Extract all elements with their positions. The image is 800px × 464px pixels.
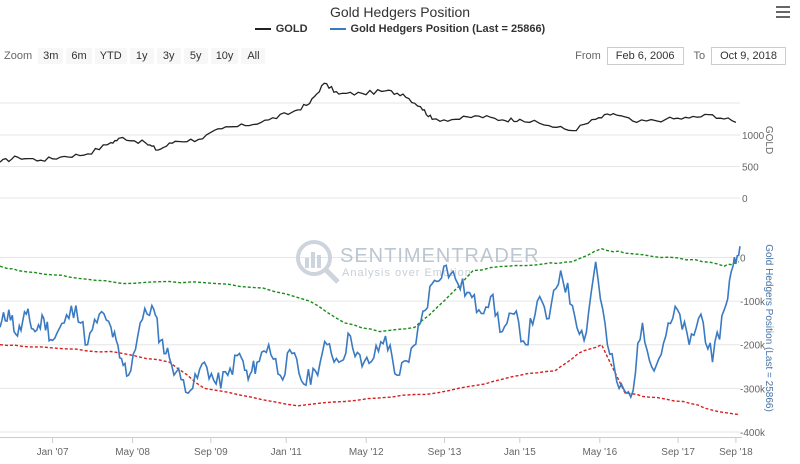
series — [0, 82, 741, 416]
magnifier-logo-icon — [296, 240, 340, 284]
x-tick-label: May '12 — [349, 447, 384, 458]
zoom-button-6m[interactable]: 6m — [66, 48, 92, 64]
to-label: To — [693, 50, 706, 62]
hedgers-y-tick-label: -100k — [740, 297, 766, 308]
gold-axis-title: GOLD — [763, 126, 774, 154]
zoom-button-ytd[interactable]: YTD — [94, 48, 127, 64]
x-tick-label: Sep '09 — [194, 447, 228, 458]
chart-title: Gold Hedgers Position — [329, 4, 471, 20]
legend-swatch-gold — [254, 28, 271, 30]
x-tick-label: Jan '11 — [271, 447, 303, 458]
zoom-button-3m[interactable]: 3m — [38, 48, 64, 64]
gold-price-line — [0, 82, 737, 163]
x-tick-label: Sep '18 — [719, 447, 753, 458]
zoom-bar: Zoom 3m 6m YTD 1y 3y 5y 10y All — [4, 48, 268, 64]
hedgers-y-tick-label: 0 — [740, 253, 746, 264]
hedgers-axis-title: Gold Hedgers Position (Last = 25866) — [763, 244, 774, 412]
watermark-tagline: Analysis over Emotion — [342, 267, 472, 279]
legend-label-gold: GOLD — [275, 23, 308, 35]
legend-item-hedgers[interactable]: Gold Hedgers Position (Last = 25866) — [329, 23, 546, 35]
zoom-button-all[interactable]: All — [241, 48, 266, 64]
legend-label-hedgers: Gold Hedgers Position (Last = 25866) — [350, 23, 546, 35]
zoom-button-3y[interactable]: 3y — [156, 48, 181, 64]
hedgers-position-line — [0, 246, 741, 400]
grid-lines — [0, 102, 740, 433]
axes: 0 500 1000 0 -100k -200k -300k -400k Jan '07 May … — [0, 131, 766, 458]
from-date-input[interactable]: Feb 6, 2006 — [606, 47, 684, 65]
from-label: From — [575, 50, 601, 62]
lower-band-line — [0, 343, 739, 416]
zoom-label: Zoom — [4, 50, 33, 62]
hedgers-y-tick-label: -200k — [740, 341, 766, 352]
x-tick-label: Jan '07 — [37, 447, 69, 458]
gold-y-tick-label: 1000 — [742, 131, 765, 142]
hamburger-menu-icon[interactable] — [776, 6, 790, 18]
x-tick-label: May '08 — [115, 447, 150, 458]
legend-swatch-hedgers — [329, 28, 346, 30]
gold-y-tick-label: 0 — [742, 194, 748, 205]
to-date-input[interactable]: Oct 9, 2018 — [711, 47, 786, 65]
zoom-button-10y[interactable]: 10y — [210, 48, 239, 64]
legend: GOLD Gold Hedgers Position (Last = 25866… — [0, 23, 800, 35]
x-tick-label: Sep '17 — [661, 447, 695, 458]
upper-band-line — [0, 247, 740, 333]
legend-item-gold[interactable]: GOLD — [254, 23, 308, 35]
date-range: From Feb 6, 2006 To Oct 9, 2018 — [565, 47, 786, 65]
gold-y-tick-label: 500 — [742, 163, 759, 174]
watermark-name: SENTIMENTRADER — [340, 245, 540, 267]
watermark: SENTIMENTRADER Analysis over Emotion — [296, 240, 540, 284]
zoom-button-5y[interactable]: 5y — [183, 48, 208, 64]
zoom-button-1y[interactable]: 1y — [129, 48, 154, 64]
x-tick-label: Sep '13 — [428, 447, 462, 458]
x-tick-label: May '16 — [582, 447, 617, 458]
hedgers-y-tick-label: -400k — [740, 428, 766, 439]
hedgers-y-tick-label: -300k — [740, 384, 766, 395]
x-tick-label: Jan '15 — [504, 447, 536, 458]
